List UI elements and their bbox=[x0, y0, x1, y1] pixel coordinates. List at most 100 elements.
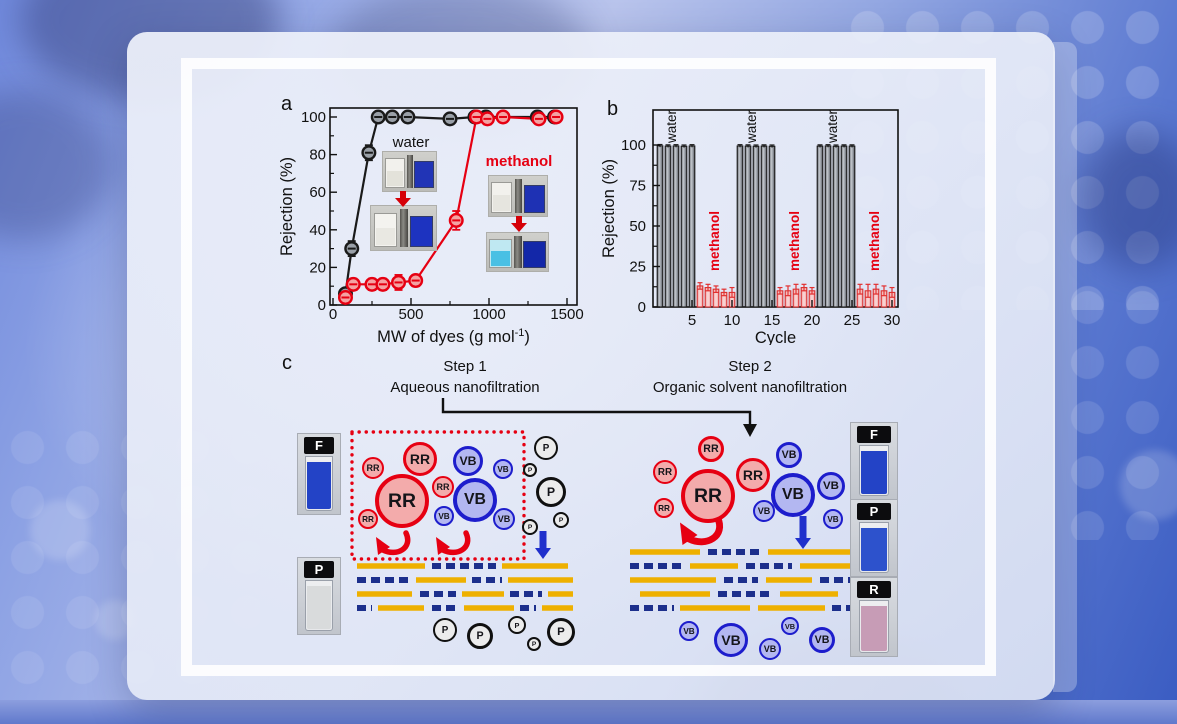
y-axis-label: Rejection (%) bbox=[278, 157, 296, 256]
p-molecule: P bbox=[527, 637, 541, 651]
beaker-liquid bbox=[387, 170, 403, 187]
rr-molecule: RR bbox=[358, 509, 378, 529]
panel-b-label: b bbox=[607, 98, 619, 120]
vb-molecule: VB bbox=[493, 508, 515, 530]
vb-molecule: VB bbox=[493, 459, 513, 479]
background-blob bbox=[1080, 130, 1177, 270]
x-tick-label: 30 bbox=[884, 312, 901, 329]
retentate-dotted-box bbox=[350, 430, 526, 561]
vial-liquid bbox=[307, 462, 331, 509]
water-bar bbox=[848, 145, 856, 308]
panel-a-label: a bbox=[281, 93, 293, 115]
water-permeate-photo bbox=[371, 206, 436, 250]
rr-molecule: RR bbox=[375, 474, 429, 528]
p-molecule: P bbox=[547, 618, 575, 646]
rr-molecule: RR bbox=[362, 457, 384, 479]
rejection-vs-mw-chart: 0 500 1000 1500 0 20 40 60 80 100 MW of dyes (g mo… bbox=[278, 107, 584, 346]
vb-molecule: VB bbox=[714, 623, 748, 657]
y-tick-label: 100 bbox=[301, 109, 326, 126]
plot-frame bbox=[329, 107, 578, 306]
y-tick-label: 40 bbox=[309, 222, 326, 239]
vb-molecule: VB bbox=[776, 442, 802, 468]
water-inset-label: water bbox=[392, 134, 430, 151]
x-tick-label: 15 bbox=[764, 312, 781, 329]
dots-pattern-rightband bbox=[1060, 280, 1177, 540]
y-tick-label: 0 bbox=[638, 299, 646, 316]
methanol-before-after-arrow-icon bbox=[511, 216, 527, 232]
right-beaker bbox=[523, 184, 545, 214]
y-tick-label: 80 bbox=[309, 147, 326, 164]
left-permeate-vial: P bbox=[298, 558, 340, 634]
recirculation-arrow bbox=[685, 514, 723, 546]
left-beaker bbox=[385, 158, 405, 189]
x-axis-label: Cycle bbox=[755, 329, 796, 345]
vial-liquid bbox=[307, 586, 331, 629]
p-molecule: P bbox=[536, 477, 566, 507]
water-bar bbox=[688, 145, 696, 308]
vb-molecule: VB bbox=[823, 509, 843, 529]
right-beaker bbox=[414, 160, 434, 189]
right-retentate-vial: R bbox=[851, 578, 897, 656]
recirculation-arrowhead bbox=[376, 537, 390, 555]
water-group-label: water bbox=[744, 109, 759, 144]
water-bar bbox=[736, 145, 744, 308]
vb-molecule: VB bbox=[781, 617, 799, 635]
beaker-liquid bbox=[493, 195, 511, 212]
inner-frame bbox=[181, 58, 996, 676]
vial-glass bbox=[859, 522, 889, 573]
water-bar bbox=[752, 145, 760, 308]
vial-glass bbox=[859, 600, 889, 653]
permeate-arrowhead bbox=[535, 548, 551, 559]
methanol-group-label: methanol bbox=[867, 211, 882, 271]
panel-c-label: c bbox=[282, 352, 292, 374]
right-feed-vial: F bbox=[851, 423, 897, 499]
y-tick-label: 25 bbox=[629, 259, 646, 276]
y-axis-label: Rejection (%) bbox=[600, 159, 618, 258]
p-molecule: P bbox=[523, 463, 537, 477]
water-bar bbox=[680, 145, 688, 308]
vb-molecule: VB bbox=[679, 621, 699, 641]
recirculation-arrow bbox=[440, 530, 471, 556]
y-tick-label: 20 bbox=[309, 259, 326, 276]
x-tick-label: 0 bbox=[329, 306, 337, 323]
vb-molecule: VB bbox=[817, 472, 845, 500]
step2-title-line: Step 2 bbox=[728, 358, 772, 375]
x-tick-label: 20 bbox=[804, 312, 821, 329]
beaker-liquid bbox=[491, 251, 510, 267]
y-tick-label: 0 bbox=[318, 297, 326, 314]
x-axis-label: MW of dyes (g mol-1) bbox=[377, 327, 530, 346]
y-tick-label: 50 bbox=[629, 218, 646, 235]
p-molecule: P bbox=[433, 618, 457, 642]
vb-molecule: VB bbox=[453, 446, 483, 476]
vial-cap: P bbox=[857, 503, 891, 520]
step2-subtitle: Organic solvent nanofiltration bbox=[652, 379, 848, 396]
recirculation-arrow bbox=[380, 530, 411, 556]
cycle-rejection-bar-chart: 5 10 15 20 25 30 0 25 50 75 100 Cycle Rejection (%) w… bbox=[600, 109, 901, 345]
vial-cap: R bbox=[857, 581, 891, 598]
y-tick-label: 100 bbox=[621, 137, 646, 154]
vial-liquid bbox=[861, 606, 887, 651]
step-flow-connector bbox=[441, 398, 752, 425]
rr-molecule: RR bbox=[432, 476, 454, 498]
vb-molecule: VB bbox=[453, 478, 497, 522]
water-before-after-arrow-icon bbox=[395, 191, 411, 207]
step1-subtitle: Aqueous nanofiltration bbox=[390, 379, 540, 396]
rr-molecule: RR bbox=[403, 442, 437, 476]
background-blob bbox=[0, 90, 110, 240]
y-tick-label: 60 bbox=[309, 184, 326, 201]
figure-card bbox=[127, 32, 1055, 700]
methanol-group-label: methanol bbox=[787, 211, 802, 271]
rr-molecule: RR bbox=[681, 469, 735, 523]
water-feed-photo bbox=[383, 152, 436, 191]
step1-title: Step 1 Aqueous nanofiltration bbox=[340, 356, 590, 398]
methanol-inset-label: methanol bbox=[485, 153, 553, 170]
step2-title: Step 2 Organic solvent nanofiltration bbox=[595, 356, 905, 398]
card-edge-highlight bbox=[1053, 42, 1077, 692]
filtration-stand bbox=[400, 209, 409, 247]
x-tick-label: 1000 bbox=[472, 306, 505, 323]
right-beaker bbox=[523, 241, 546, 269]
p-molecule: P bbox=[534, 436, 558, 460]
water-bar bbox=[832, 145, 840, 308]
vial-glass bbox=[305, 456, 333, 511]
rr-molecule: RR bbox=[736, 458, 770, 492]
